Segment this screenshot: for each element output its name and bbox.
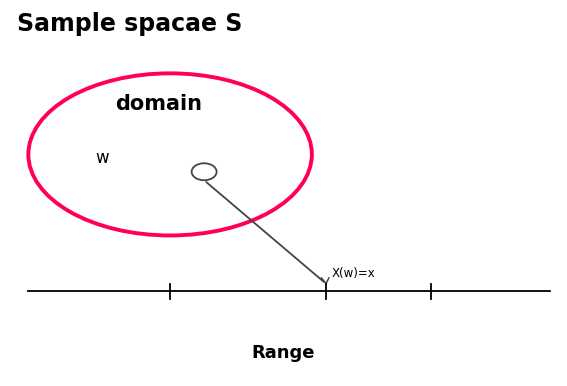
Text: X(w)=x: X(w)=x	[332, 267, 375, 280]
Text: Sample spacae S: Sample spacae S	[17, 12, 242, 36]
Text: w: w	[95, 149, 109, 167]
Circle shape	[192, 163, 217, 180]
Text: Range: Range	[252, 344, 315, 362]
Text: domain: domain	[115, 94, 202, 114]
